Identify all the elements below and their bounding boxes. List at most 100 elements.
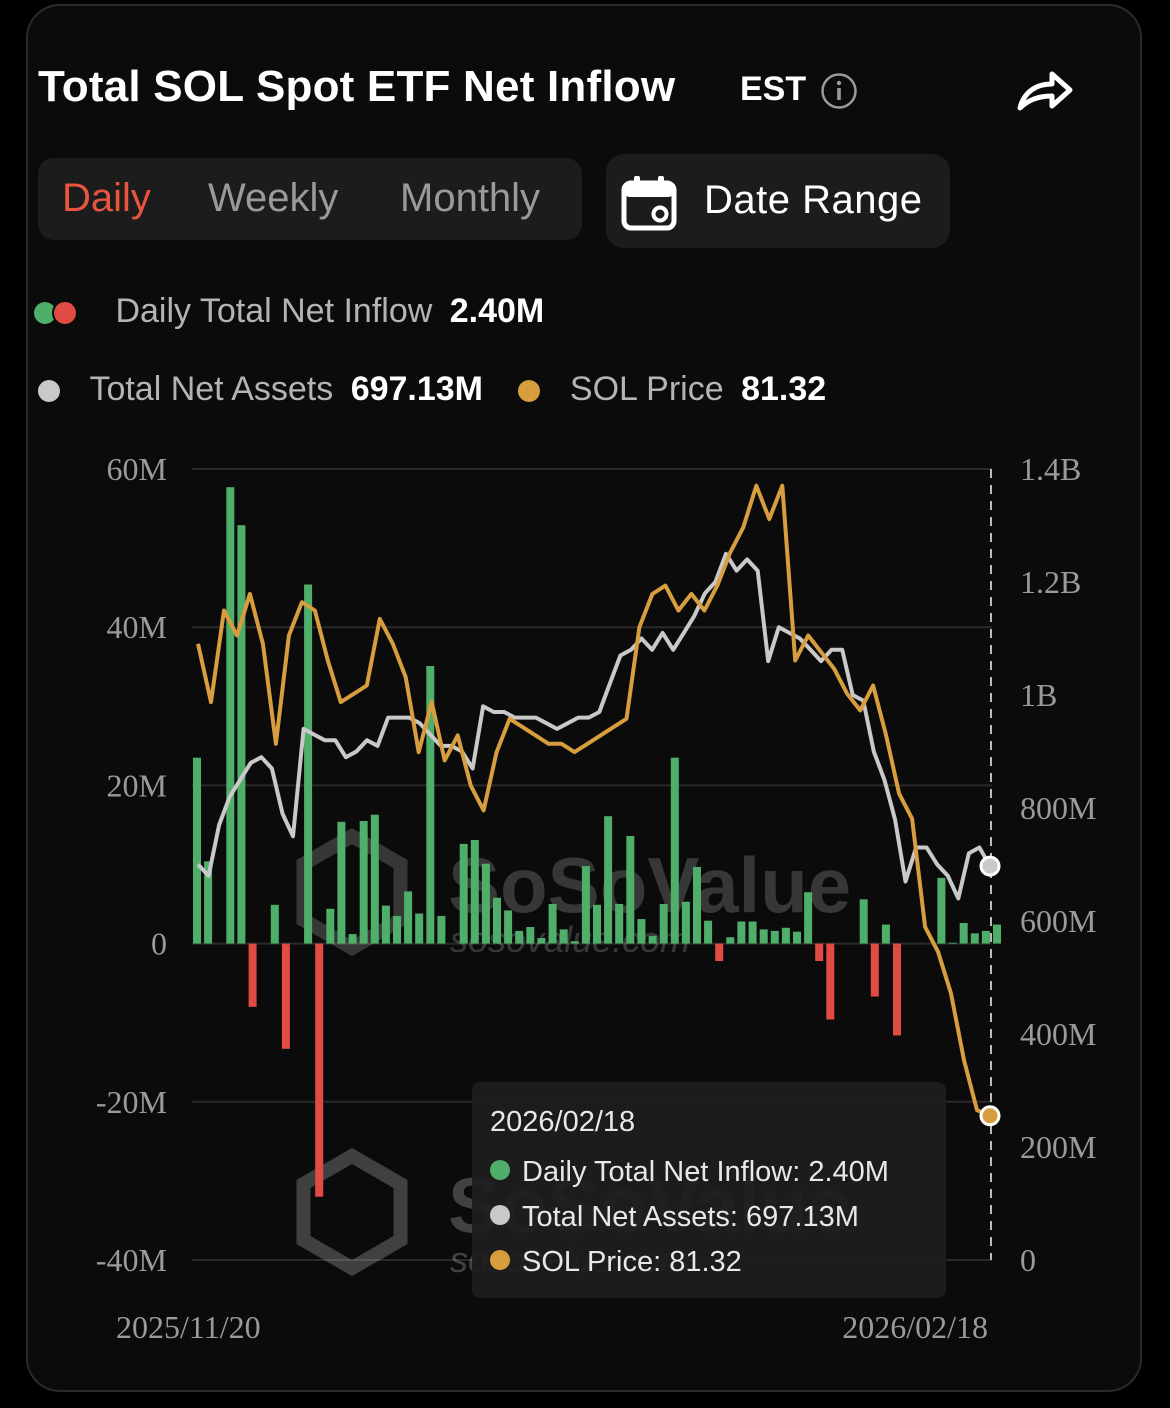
legend-assets[interactable]: Total Net Assets 697.13M xyxy=(34,370,492,408)
y-right-tick-label: 1B xyxy=(1020,677,1057,713)
inflow-bar xyxy=(815,943,824,961)
inflow-bar xyxy=(381,905,390,944)
y-right-tick-label: 600M xyxy=(1020,903,1096,939)
page-title: Total SOL Spot ETF Net Inflow xyxy=(38,62,676,111)
inflow-bar xyxy=(570,941,579,944)
inflow-legend-value: 2.40M xyxy=(449,292,545,330)
inflow-bar xyxy=(437,915,446,944)
inflow-bar xyxy=(881,924,890,944)
inflow-bar xyxy=(415,913,424,944)
tab-monthly[interactable]: Monthly xyxy=(400,176,541,220)
y-right-tick-label: 1.2B xyxy=(1020,564,1081,600)
inflow-bar xyxy=(548,904,557,944)
inflow-bar xyxy=(348,934,357,944)
inflow-bar xyxy=(781,927,790,944)
y-left-tick-label: 40M xyxy=(107,609,167,645)
assets-legend-dot xyxy=(38,380,60,403)
inflow-bar xyxy=(759,929,768,944)
inflow-bar xyxy=(959,923,968,944)
calendar-icon xyxy=(621,176,677,231)
inflow-bar xyxy=(459,843,468,944)
legend-assets-price: Total Net Assets 697.13M SOL Price 81.32 xyxy=(34,370,826,409)
tooltip-inflow: Daily Total Net Inflow: 2.40M xyxy=(490,1156,889,1189)
inflow-bar xyxy=(226,487,235,944)
date-range-button[interactable]: Date Range xyxy=(606,154,950,248)
inflow-bar xyxy=(737,921,746,944)
inflow-bar xyxy=(970,933,979,944)
y-right-tick-label: 1.4B xyxy=(1020,451,1081,487)
price-legend-value: 81.32 xyxy=(741,370,827,408)
inflow-bar xyxy=(937,877,946,944)
y-right-tick-label: 0 xyxy=(1020,1242,1036,1278)
tooltip-price-dot xyxy=(490,1250,510,1271)
tab-weekly[interactable]: Weekly xyxy=(208,176,339,220)
inflow-bar xyxy=(826,943,835,1020)
inflow-bar xyxy=(281,943,290,1049)
inflow-bar xyxy=(481,863,490,944)
inflow-bar xyxy=(670,757,679,944)
inflow-bar xyxy=(726,937,735,944)
inflow-bar xyxy=(370,814,379,944)
legend-inflow[interactable]: Daily Total Net Inflow 2.40M xyxy=(34,292,544,331)
y-left-tick-label: -40M xyxy=(96,1242,167,1278)
inflow-bar xyxy=(870,943,879,997)
inflow-bar xyxy=(859,899,868,944)
x-start-label: 2025/11/20 xyxy=(116,1309,261,1345)
inflow-bar xyxy=(893,943,901,1036)
inflow-bar xyxy=(337,821,346,944)
tooltip-assets-text: Total Net Assets: 697.13M xyxy=(522,1201,859,1233)
inflow-bar xyxy=(804,892,813,944)
chart-tooltip: 2026/02/18 Daily Total Net Inflow: 2.40M… xyxy=(472,1082,946,1298)
inflow-bar xyxy=(248,943,257,1007)
inflow-bar xyxy=(393,915,401,944)
tooltip-assets: Total Net Assets: 697.13M xyxy=(490,1201,859,1234)
price-legend-label: SOL Price xyxy=(569,370,724,408)
inflow-bar xyxy=(748,921,757,944)
inflow-bar xyxy=(426,666,435,944)
inflow-bar xyxy=(604,816,613,944)
assets-legend-label: Total Net Assets xyxy=(89,370,334,408)
inflow-bar xyxy=(793,931,801,944)
inflow-bar xyxy=(237,525,246,944)
inflow-legend-label: Daily Total Net Inflow xyxy=(115,292,433,330)
total-net-assets-line xyxy=(196,551,992,901)
inflow-bar xyxy=(993,924,1001,944)
y-left-tick-label: 0 xyxy=(151,926,167,962)
inflow-bar xyxy=(715,943,724,961)
inflow-bar xyxy=(626,836,635,944)
inflow-bar xyxy=(648,935,657,944)
legend-price[interactable]: SOL Price 81.32 xyxy=(492,370,826,408)
inflow-bar xyxy=(559,929,568,944)
y-left-tick-label: 60M xyxy=(107,451,167,487)
inflow-bar xyxy=(981,930,990,944)
inflow-bar xyxy=(615,904,624,944)
sol-price-line xyxy=(196,483,991,1118)
inflow-bar xyxy=(948,942,957,944)
period-tabs: Daily Weekly Monthly xyxy=(38,158,582,240)
y-right-tick-label: 400M xyxy=(1020,1016,1096,1052)
info-circle-icon[interactable] xyxy=(820,72,858,110)
assets-marker xyxy=(979,855,1001,877)
inflow-bar xyxy=(470,840,479,944)
inflow-bar xyxy=(681,901,690,944)
inflow-bar xyxy=(581,866,590,944)
timezone-label[interactable]: EST xyxy=(740,70,807,108)
tooltip-inflow-dot xyxy=(490,1160,510,1181)
inflow-bar xyxy=(593,904,601,944)
inflow-bar xyxy=(537,938,546,944)
y-left-tick-label: 20M xyxy=(107,767,167,803)
inflow-bar xyxy=(404,891,413,944)
tooltip-price: SOL Price: 81.32 xyxy=(490,1246,742,1279)
tooltip-inflow-text: Daily Total Net Inflow: 2.40M xyxy=(522,1156,889,1188)
date-range-label: Date Range xyxy=(704,178,923,222)
inflow-legend-icon xyxy=(34,300,80,327)
inflow-bar xyxy=(704,920,713,944)
y-right-tick-label: 800M xyxy=(1020,790,1096,826)
share-arrow-icon[interactable] xyxy=(1014,62,1076,118)
assets-legend-value: 697.13M xyxy=(350,370,484,408)
tab-daily[interactable]: Daily xyxy=(62,176,151,220)
y-left-tick-label: -20M xyxy=(96,1084,167,1120)
price-marker xyxy=(979,1105,1001,1127)
inflow-bar xyxy=(515,930,524,944)
